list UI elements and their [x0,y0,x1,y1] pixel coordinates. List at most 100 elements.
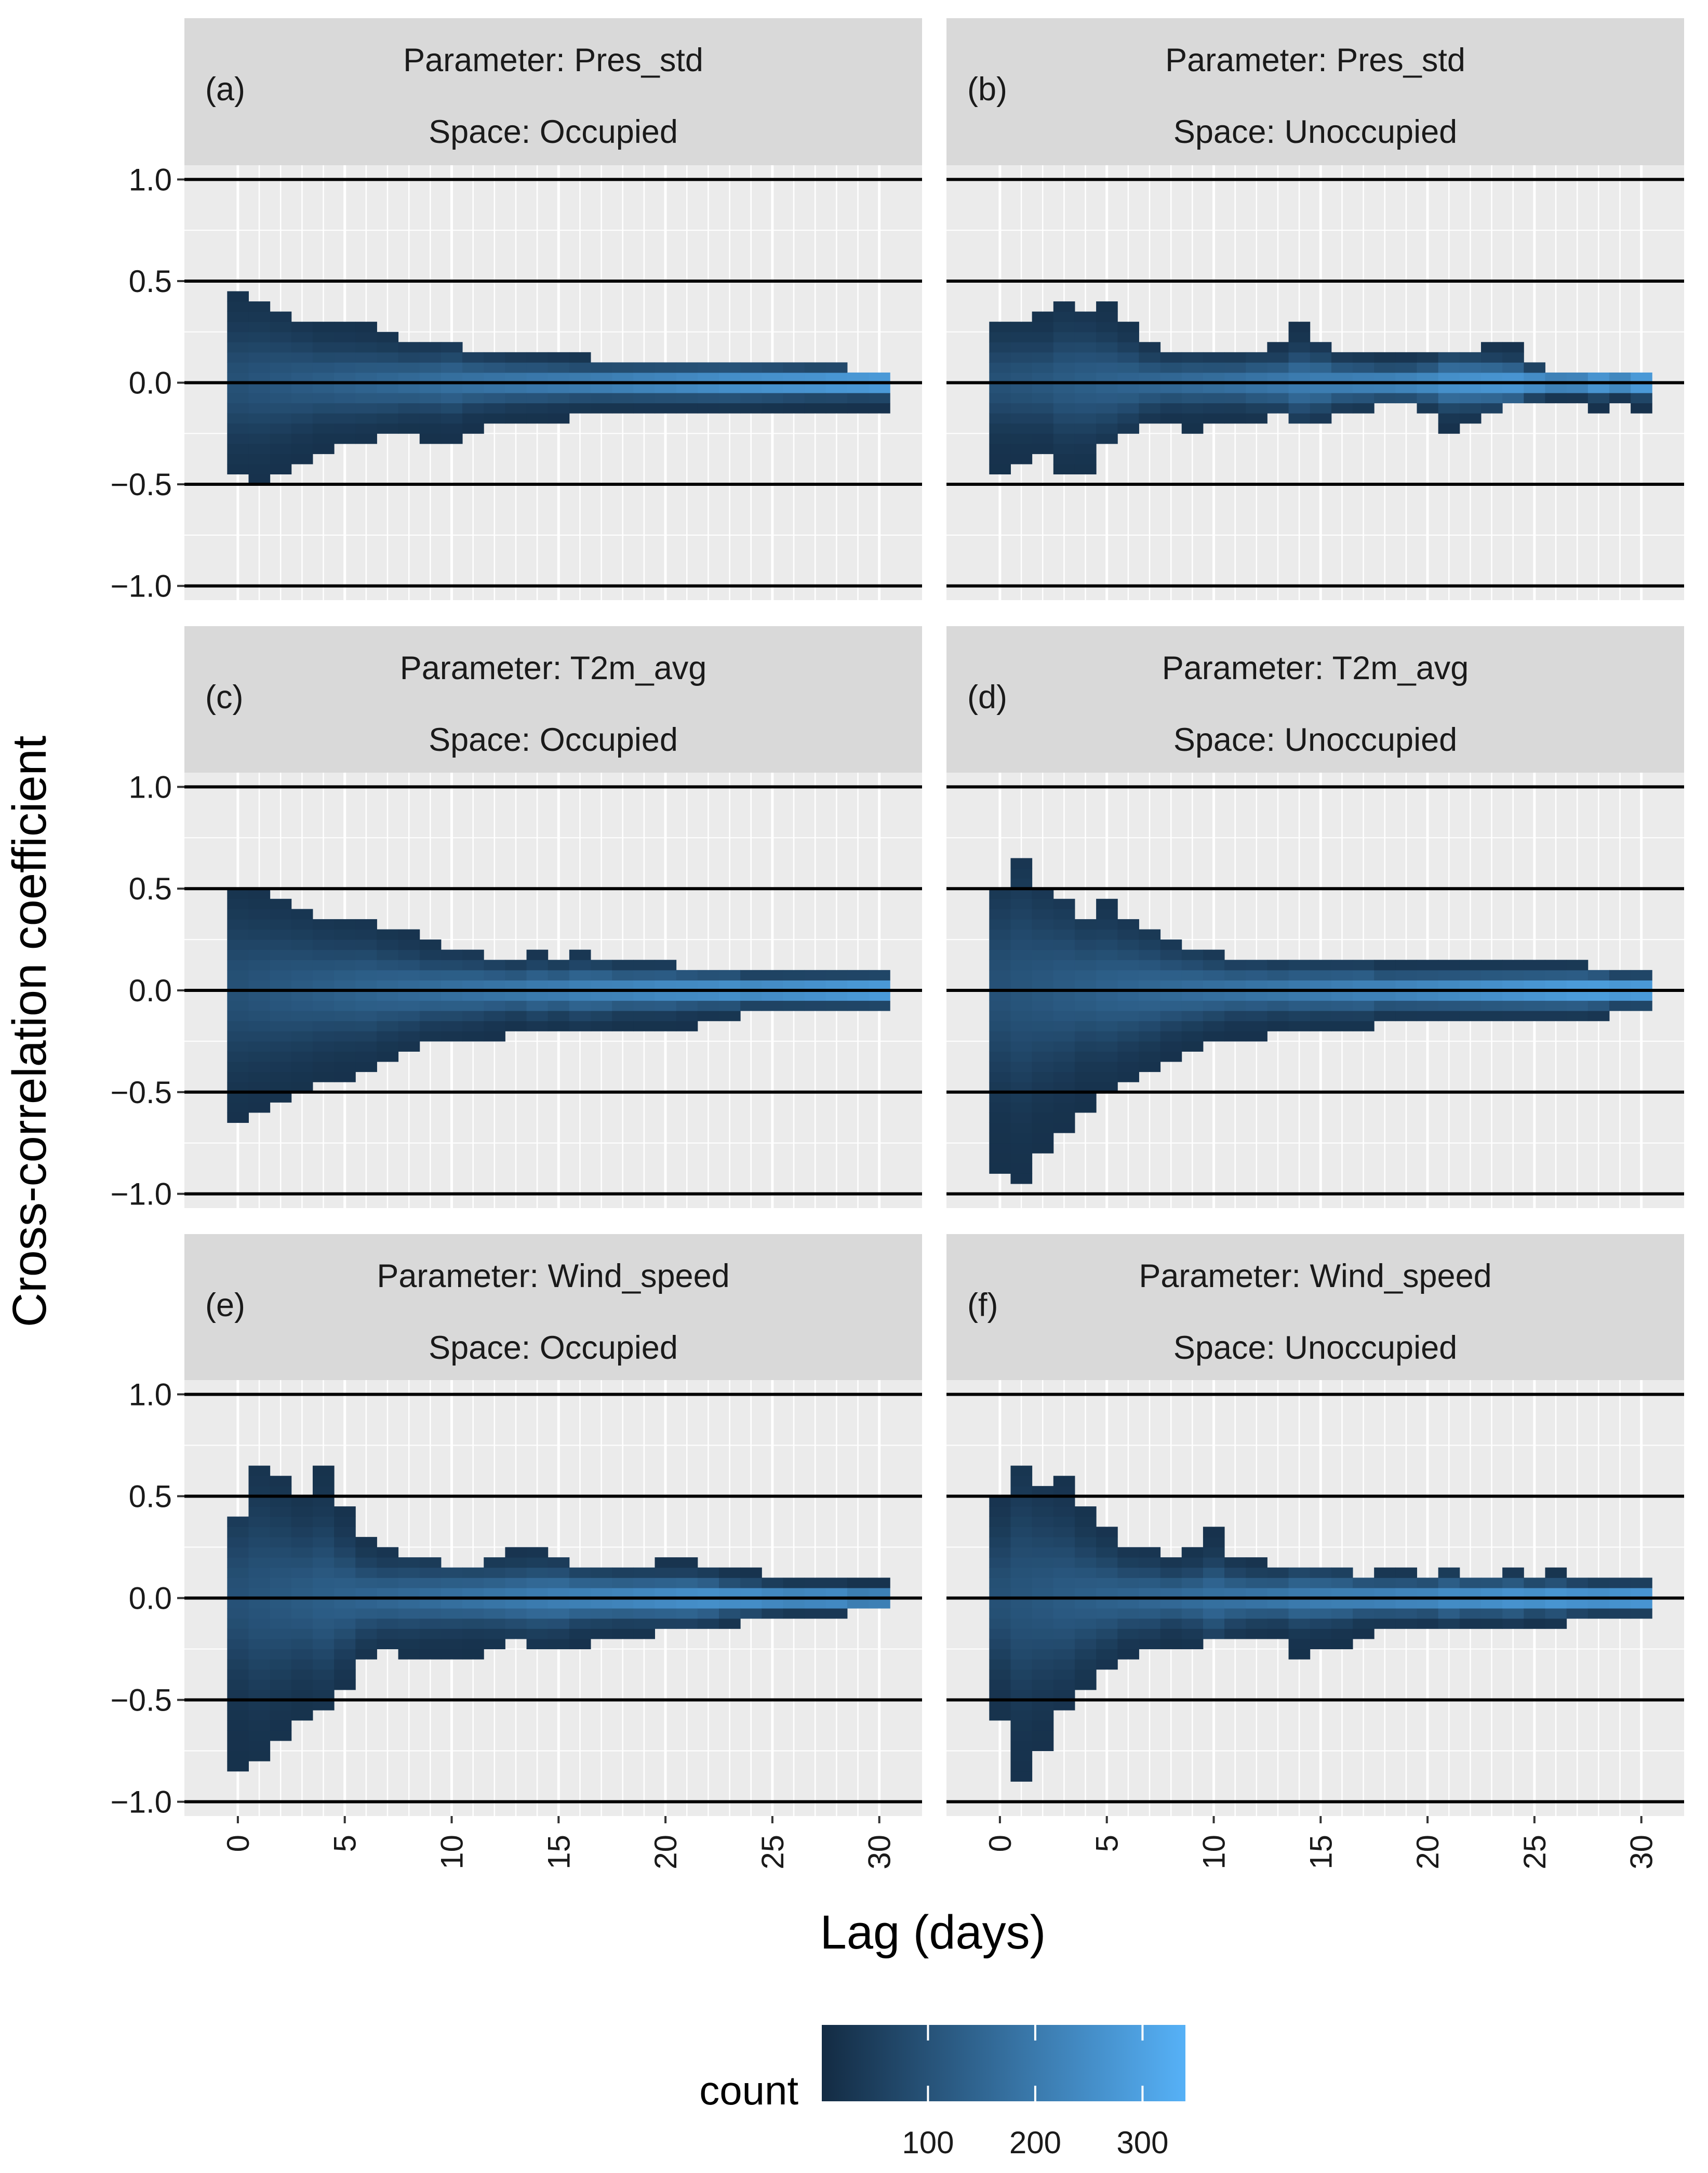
heatmap-bin [398,423,420,434]
heatmap-bin [505,1000,527,1011]
heatmap-bin [1032,1082,1054,1093]
heatmap-bin [1096,413,1118,424]
heatmap-bin [1459,1608,1482,1619]
heatmap-bin [248,1547,271,1558]
heatmap-bin [441,1011,463,1022]
heatmap-bin [1117,1618,1139,1629]
panel-tag: (f) [967,1287,998,1323]
heatmap-bin [1438,1578,1460,1588]
heatmap-bin [1417,1598,1439,1609]
heatmap-bin [1417,990,1439,1001]
heatmap-bin [633,1628,656,1639]
heatmap-bin [1480,980,1503,991]
heatmap-bin [825,970,848,981]
heatmap-bin [1032,909,1054,920]
heatmap-bin [334,1578,356,1588]
heatmap-bins [227,889,890,1123]
heatmap-bin [1053,301,1075,312]
heatmap-bin [248,362,271,373]
heatmap-bin [1010,1082,1033,1093]
heatmap-bin [1096,1041,1118,1052]
heatmap-bin [1374,393,1396,404]
heatmap-bin [270,1578,292,1588]
heatmap-bin [1353,1618,1375,1629]
heatmap-bin [398,949,420,960]
heatmap-bin [419,352,442,363]
heatmap-bin [248,1598,271,1609]
heatmap-bin [1480,362,1503,373]
heatmap-bin [1288,393,1311,404]
heatmap-bin [1053,372,1075,383]
heatmap-bin [697,403,719,414]
heatmap-bin [1053,1082,1075,1093]
heatmap-bin [484,960,505,971]
legend-ticks: 100 200 300 [902,2025,1168,2160]
heatmap-bin [569,1628,591,1639]
heatmap-bin [248,960,271,971]
heatmap-bin [1331,1628,1353,1639]
heatmap-bin [334,403,356,414]
heatmap-bin [377,332,399,342]
heatmap-bin [1053,332,1075,342]
heatmap-bin [1053,1649,1075,1660]
heatmap-bin [312,1608,335,1619]
heatmap-bin [248,1051,271,1062]
heatmap-bin [334,960,356,971]
heatmap-bin [248,423,271,434]
heatmap-bin [419,382,442,393]
heatmap-bin [334,413,356,424]
x-tick-label: 30 [862,1835,897,1870]
heatmap-bin [248,898,271,909]
heatmap-bin [355,1536,377,1547]
heatmap-bin [1288,1587,1311,1598]
x-tick-label: 10 [1196,1835,1231,1870]
heatmap-bin [1181,372,1204,383]
heatmap-bin [1117,1000,1139,1011]
heatmap-bin [825,980,848,991]
heatmap-bin [227,1649,249,1660]
heatmap-bin [398,980,420,991]
heatmap-bin [1096,362,1118,373]
heatmap-bin [989,1527,1011,1538]
heatmap-bin [1181,382,1204,393]
heatmap-bin [334,1587,356,1598]
heatmap-bin [989,1608,1011,1619]
heatmap-bin [1502,980,1524,991]
heatmap-bin [718,1567,741,1578]
heatmap-bin [1032,1740,1054,1752]
heatmap-bin [1074,352,1097,363]
heatmap-bin [740,1000,762,1011]
heatmap-bin [1160,1598,1182,1609]
heatmap-bin [1203,362,1225,373]
heatmap-bin [1566,1011,1589,1022]
heatmap-bin [1459,960,1482,971]
heatmap-bin [1074,1102,1097,1113]
heatmap-bin [1310,393,1332,404]
heatmap-bin [505,1547,527,1558]
heatmap-bin [1288,960,1311,971]
heatmap-bin [1395,980,1418,991]
heatmap-bin [1224,1608,1246,1619]
heatmap-bin [1246,1021,1267,1031]
heatmap-bin [569,403,591,414]
heatmap-bin [825,362,848,373]
x-axes-layer: 0 5 10 15 20 25 30 0 5 10 15 20 25 30 [221,1816,1659,1870]
heatmap-bin [1074,919,1097,930]
heatmap-bin [505,362,527,373]
heatmap-bin [676,1578,698,1588]
heatmap-bin [718,990,741,1001]
heatmap-bin [1459,990,1482,1001]
heatmap-bin [1267,372,1289,383]
heatmap-bin [312,372,335,383]
heatmap-bin [227,1689,249,1701]
heatmap-bin [1053,393,1075,404]
heatmap-bin [505,1608,527,1619]
heatmap-bin [227,1710,249,1721]
heatmap-bin [270,1557,292,1568]
heatmap-bin [655,1021,677,1031]
heatmap-bin [248,463,271,475]
heatmap-bin [355,1051,377,1062]
heatmap-bin [1010,929,1033,940]
heatmap-bin [1181,362,1204,373]
heatmap-bin [270,1486,292,1496]
